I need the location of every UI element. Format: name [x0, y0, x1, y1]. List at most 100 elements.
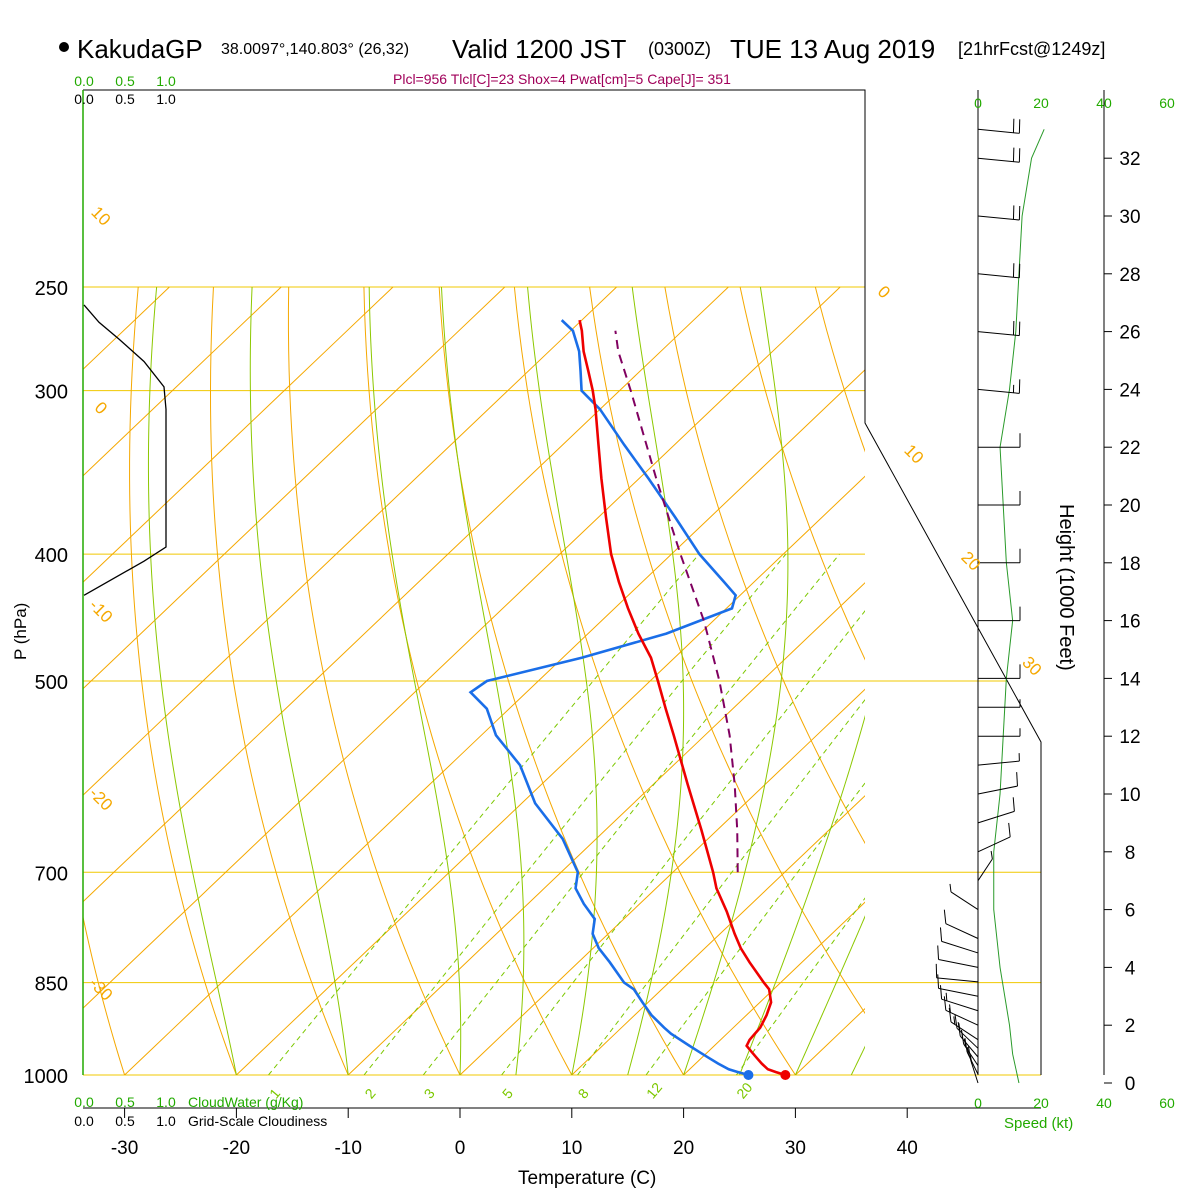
wind-barb-flag: [949, 1004, 951, 1013]
mixing-ratio-line: [645, 782, 865, 1075]
dry-adiabat: [739, 286, 865, 661]
dry-adiabat: [209, 286, 349, 1075]
wind-barb: [949, 883, 979, 911]
height-tick-label: 30: [1119, 207, 1140, 228]
wind-barb-flag: [937, 974, 940, 989]
cloudwater-label: CloudWater (g/Kg): [188, 1094, 303, 1110]
wind-barb: [978, 728, 1021, 737]
cloudwater-tick-bottom: 1.0: [156, 1094, 176, 1110]
moist-adiabat: [527, 286, 598, 1075]
isotherm: [236, 475, 865, 1075]
gridcloud-tick-top: 1.0: [156, 91, 176, 107]
x-tick-label: 0: [455, 1138, 466, 1159]
thermo-grid: [83, 286, 1200, 1075]
isotherm-label: 0: [91, 398, 111, 418]
wind-barb-staff: [938, 959, 979, 968]
isotherm-label: 10: [900, 441, 927, 468]
height-axis-title: Height (1000 Feet): [1055, 504, 1077, 671]
height-tick-label: 18: [1119, 554, 1140, 575]
mixing-ratio-line: [577, 698, 865, 1075]
dry-adiabat: [1192, 287, 1200, 1075]
wind-barb-staff: [959, 1035, 979, 1058]
wind-barb-staff: [950, 891, 979, 911]
wind-barb-staff: [977, 760, 1020, 766]
pressure-tick-label: 300: [35, 382, 68, 404]
mixing-ratio-label: 20: [733, 1079, 755, 1101]
isotherm-label: 10: [87, 203, 114, 230]
height-tick-label: 20: [1119, 496, 1140, 517]
wind-barb: [948, 1007, 979, 1041]
wind-barb-flag: [939, 927, 943, 942]
isotherm: [124, 369, 865, 1075]
isotherm: [83, 286, 729, 903]
wind-barb-staff: [970, 1060, 979, 1084]
isotherm: [347, 582, 865, 1075]
speed-tick-bottom: 0: [974, 1095, 982, 1111]
wind-barb-flag: [964, 1037, 968, 1053]
wind-barb: [977, 118, 1021, 134]
dry-adiabat: [589, 286, 865, 1015]
wind-barb-staff: [945, 1009, 979, 1026]
wind-barb: [978, 491, 1021, 506]
wind-barb-staff: [963, 1043, 979, 1066]
height-tick-label: 28: [1119, 265, 1140, 286]
sounding-series: [468, 319, 791, 1080]
station-dot: [59, 42, 69, 52]
speed-tick-bottom: 40: [1096, 1095, 1112, 1111]
wind-barb-flag: [1012, 797, 1015, 812]
moist-adiabat: [794, 915, 865, 1075]
wind-barb-flag: [1016, 772, 1018, 787]
isotherm: [1019, 287, 1200, 1075]
speed-tick-top: 20: [1033, 95, 1049, 111]
wind-barb: [935, 963, 979, 983]
wind-barb-staff: [941, 998, 979, 1012]
height-tick-label: 0: [1125, 1074, 1136, 1095]
wind-barb: [978, 664, 1021, 679]
mixing-ratio-label: 5: [499, 1085, 516, 1101]
valid-z: (0300Z): [648, 39, 711, 59]
pressure-tick-label: 250: [35, 278, 68, 300]
pressure-tick-label: 1000: [24, 1066, 69, 1088]
surface-temperature-point: [780, 1070, 791, 1080]
height-tick-label: 8: [1125, 843, 1136, 864]
dry-adiabat: [83, 914, 126, 1075]
moist-adiabat: [627, 286, 685, 1075]
speed-axis-title: Speed (kt): [1004, 1115, 1073, 1132]
frame-outline: [83, 89, 1042, 1075]
height-tick-label: 6: [1125, 901, 1136, 922]
wind-barb-staff: [977, 858, 993, 881]
moist-adiabat: [440, 286, 525, 1075]
mixing-ratio-line: [501, 610, 865, 1075]
station-name: KakudaGP: [77, 34, 203, 64]
station-coords: 38.0097°,140.803° (26,32): [221, 41, 409, 58]
dewpoint-line: [468, 319, 749, 1077]
wind-barb-staff: [977, 836, 1011, 853]
height-tick-label: 22: [1119, 438, 1140, 459]
isotherm: [83, 286, 394, 583]
dry-adiabat: [664, 286, 865, 845]
wind-barb-staff: [966, 1051, 979, 1075]
isotherm-label: 30: [1018, 653, 1045, 680]
cloudwater-tick-bottom: 0.5: [115, 1094, 135, 1110]
isotherm: [459, 688, 865, 1075]
valid-date: TUE 13 Aug 2019: [730, 34, 935, 64]
gridcloud-tick-bottom: 0.0: [74, 1113, 94, 1129]
wind-barb-staff: [950, 1021, 979, 1041]
speed-tick-top: 40: [1096, 95, 1112, 111]
wind-barb: [943, 996, 979, 1026]
wind-barb-flag: [990, 850, 993, 860]
parcel-path-line: [614, 330, 739, 873]
moist-adiabat: [368, 286, 462, 1075]
wind-barb-flag: [939, 985, 943, 1000]
gridcloud-tick-bottom: 0.5: [115, 1113, 135, 1129]
mixing-ratio-line: [735, 897, 865, 1075]
height-tick-label: 12: [1119, 727, 1140, 748]
dry-adiabat: [513, 286, 796, 1075]
wind-barb-flag: [963, 1038, 967, 1048]
wind-barb-staff: [977, 388, 1020, 394]
mixing-ratio-line: [422, 553, 840, 1075]
x-tick-label: 30: [785, 1138, 806, 1159]
wind-barb-staff: [977, 331, 1020, 337]
x-tick-label: -10: [334, 1138, 361, 1159]
